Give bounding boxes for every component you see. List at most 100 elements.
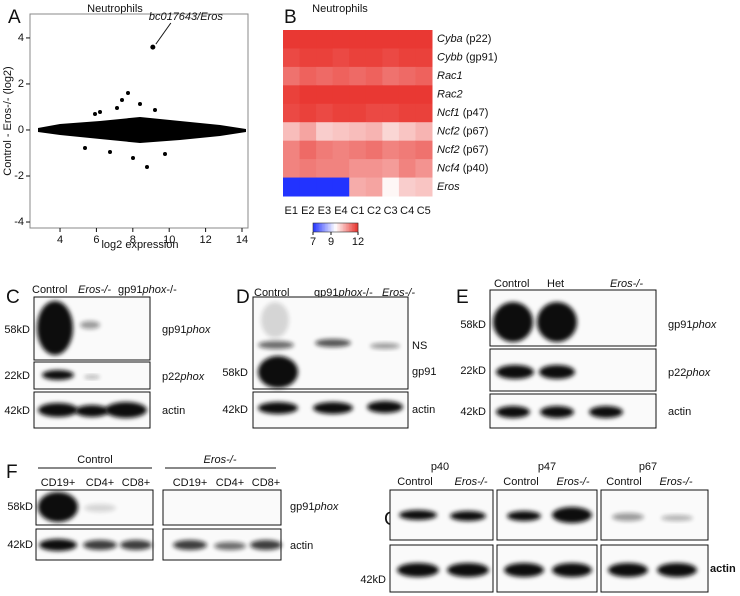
lane-label: gp91phox-/-	[118, 284, 177, 296]
target-label: gp91phox	[162, 324, 211, 336]
column-label: C1	[350, 205, 364, 217]
size-marker: 42kD	[222, 404, 248, 416]
size-marker: 42kD	[360, 574, 386, 586]
heatmap-cell	[382, 103, 400, 123]
band	[214, 542, 246, 550]
band	[496, 365, 534, 379]
x-tick-label: 12	[199, 234, 211, 246]
heatmap-cell	[316, 159, 334, 179]
lane-label: Eros-/-	[455, 476, 488, 488]
band	[504, 563, 544, 577]
heatmap-cell	[382, 66, 400, 86]
heatmap-cell	[415, 30, 433, 49]
group-label: p47	[538, 461, 556, 473]
band	[83, 540, 117, 550]
heatmap-cell	[332, 85, 350, 105]
heatmap-cell	[283, 159, 301, 179]
heatmap-cell	[415, 122, 433, 142]
highlight-point	[150, 44, 156, 50]
heatmap-cell	[332, 103, 350, 123]
heatmap-cell	[283, 122, 301, 142]
band	[612, 513, 644, 521]
row-label: Eros	[437, 181, 460, 193]
heatmap-cell	[299, 140, 317, 160]
heatmap-cell	[415, 66, 433, 86]
panel-e: E Control Het Eros-/- 58kD 22kD 42kD gp9…	[456, 278, 717, 429]
colorbar-step	[320, 223, 323, 232]
y-tick-label: 4	[18, 32, 24, 44]
heatmap-cell	[299, 122, 317, 142]
target-label: actin	[668, 406, 691, 418]
heatmap-cell	[299, 103, 317, 123]
band	[399, 510, 437, 520]
colorbar-step	[316, 223, 318, 232]
scattered-points	[83, 91, 167, 169]
row-label: Ncf2 (p67)	[437, 125, 488, 137]
target-label: gp91phox	[290, 501, 339, 513]
size-marker: 58kD	[222, 367, 248, 379]
heatmap-cell	[349, 103, 367, 123]
size-marker: 22kD	[460, 365, 486, 377]
colorbar-tick-label: 12	[352, 236, 364, 248]
band	[80, 321, 100, 329]
colorbar-step	[329, 223, 332, 232]
target-label: p22phox	[668, 367, 711, 379]
target-label: actin	[710, 563, 736, 575]
row-label: Ncf2 (p67)	[437, 144, 488, 156]
heatmap-cell	[415, 85, 433, 105]
colorbar-step	[335, 223, 338, 232]
lane-label: Control	[397, 476, 432, 488]
heatmap-cell	[365, 103, 383, 123]
size-marker: 58kD	[4, 324, 30, 336]
colorbar-step	[343, 223, 345, 232]
point-cloud	[38, 117, 246, 143]
column-label: C3	[384, 205, 398, 217]
band	[397, 563, 439, 577]
heatmap-cell	[398, 122, 416, 142]
row-label: Ncf1 (p47)	[437, 107, 488, 119]
band	[75, 405, 109, 417]
heatmap-cell	[398, 48, 416, 68]
panel-c: C Control Eros-/- gp91phox-/- 58kD 22kD …	[4, 284, 211, 429]
colorbar-step	[338, 223, 341, 232]
size-marker: 42kD	[7, 539, 33, 551]
heatmap-cell	[349, 66, 367, 86]
heatmap-cell	[316, 48, 334, 68]
heatmap-cell	[398, 177, 416, 197]
target-label: actin	[412, 404, 435, 416]
heatmap-cell	[316, 103, 334, 123]
band	[315, 339, 351, 347]
heatmap-cell	[365, 122, 383, 142]
heatmap-cell	[316, 140, 334, 160]
heatmap-cell	[365, 159, 383, 179]
colorbar-step	[313, 223, 315, 232]
heatmap-cell	[349, 177, 367, 197]
x-tick-label: 4	[57, 234, 63, 246]
target-label: gp91phox	[668, 319, 717, 331]
lane-label: Eros-/-	[660, 476, 693, 488]
lane-label: Control	[254, 287, 289, 299]
size-marker: 42kD	[4, 405, 30, 417]
lane-label: Control	[503, 476, 538, 488]
band	[539, 365, 575, 379]
heatmap-cell	[316, 85, 334, 105]
colorbar-tick-label: 9	[328, 236, 334, 248]
x-axis-label: log2 expression	[101, 239, 178, 251]
colorbar-step	[323, 223, 326, 232]
lane-label: CD8+	[122, 477, 150, 489]
heatmap-cell	[398, 30, 416, 49]
band	[493, 302, 533, 342]
band	[37, 301, 73, 355]
y-tick-label: -2	[14, 170, 24, 182]
band	[105, 402, 147, 418]
heatmap-cell	[332, 140, 350, 160]
lane-label: Eros-/-	[382, 287, 415, 299]
heatmap-cell	[365, 66, 383, 86]
x-tick-label: 10	[163, 234, 175, 246]
colorbar-step	[347, 223, 350, 232]
panel-title: Neutrophils	[87, 3, 143, 15]
lane-label: Eros-/-	[610, 278, 643, 290]
size-marker: 42kD	[460, 406, 486, 418]
heatmap-cell	[332, 159, 350, 179]
annotation: bc017643/Eros	[149, 11, 223, 23]
